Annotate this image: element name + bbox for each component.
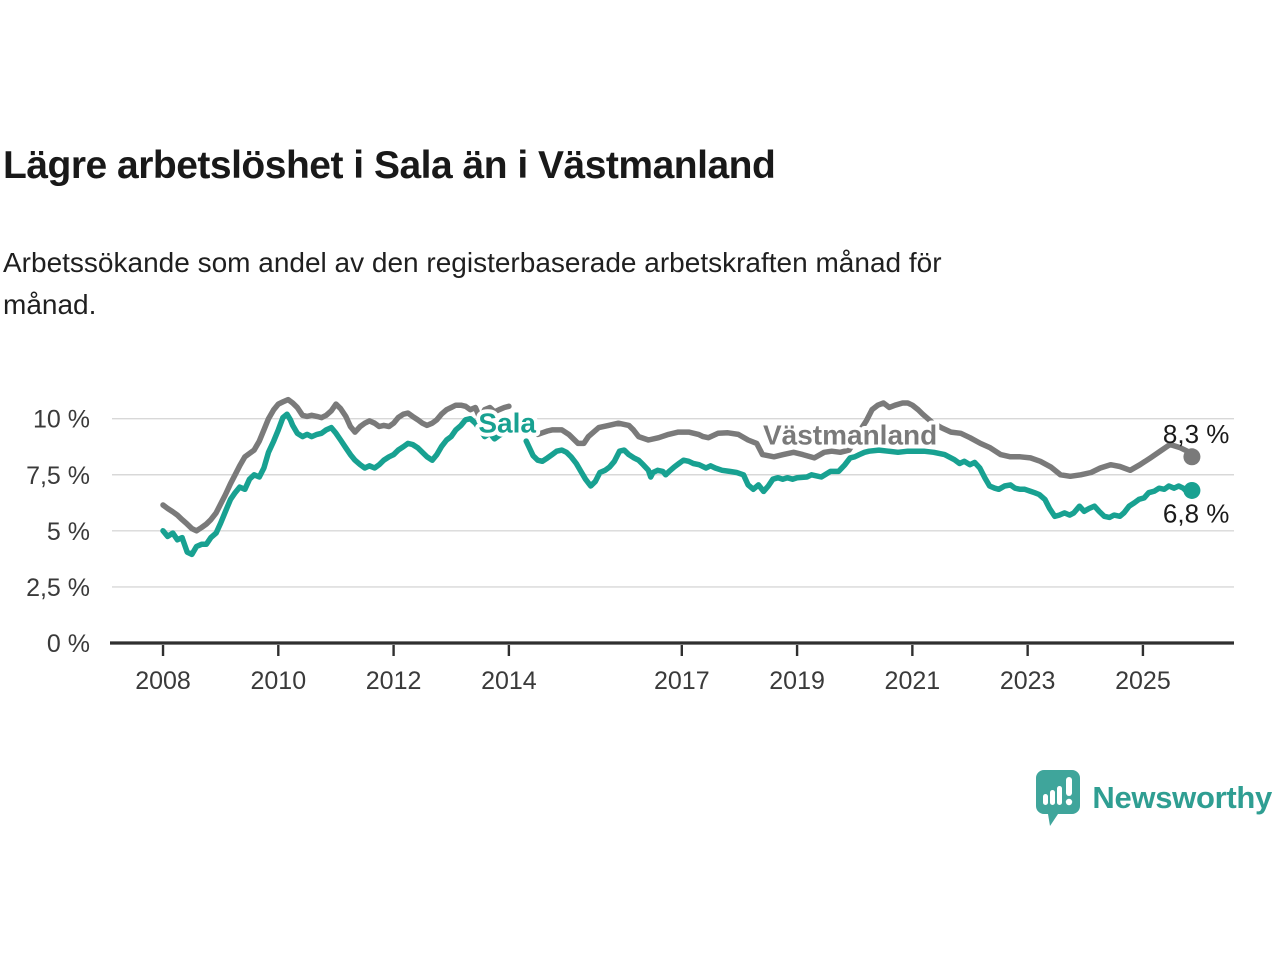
chart-subtitle-line1: Arbetssökande som andel av den registerb… bbox=[3, 247, 942, 278]
y-axis-tick-label: 10 % bbox=[33, 406, 90, 434]
y-axis-tick-label: 7,5 % bbox=[26, 462, 90, 490]
y-axis-tick-label: 5 % bbox=[47, 518, 90, 546]
end-value-label-västmanland: 8,3 % bbox=[1163, 419, 1230, 449]
series-line-sala bbox=[160, 411, 506, 558]
series-line-västmanland bbox=[534, 400, 1195, 480]
series-line-västmanland bbox=[160, 396, 512, 534]
y-axis-tick-label: 0 % bbox=[47, 630, 90, 658]
x-axis-tick-label: 2010 bbox=[250, 667, 306, 695]
series-end-dot-västmanland bbox=[1183, 448, 1201, 466]
series-end-dot-sala bbox=[1183, 481, 1201, 499]
x-axis-tick-label: 2014 bbox=[481, 667, 537, 695]
chart-title: Lägre arbetslöshet i Sala än i Västmanla… bbox=[3, 144, 776, 187]
x-axis-tick-label: 2012 bbox=[366, 667, 422, 695]
end-value-label-sala: 6,8 % bbox=[1163, 498, 1230, 528]
x-axis-tick-label: 2025 bbox=[1115, 667, 1171, 695]
newsworthy-wordmark: Newsworthy bbox=[1092, 780, 1272, 815]
x-axis-tick-label: 2008 bbox=[135, 667, 191, 695]
newsworthy-branding: Newsworthy bbox=[1034, 768, 1272, 828]
y-axis-tick-label: 2,5 % bbox=[26, 574, 90, 602]
x-axis-tick-label: 2021 bbox=[885, 667, 941, 695]
x-axis-tick-label: 2023 bbox=[1000, 667, 1056, 695]
x-axis-tick-label: 2019 bbox=[769, 667, 825, 695]
chart-subtitle: Arbetssökande som andel av den registerb… bbox=[3, 242, 942, 326]
series-label-sala: Sala bbox=[478, 408, 536, 439]
series-line-sala bbox=[523, 438, 1195, 521]
series-label-västmanland: Västmanland bbox=[763, 420, 937, 451]
chart-subtitle-line2: månad. bbox=[3, 289, 97, 320]
x-axis-tick-label: 2017 bbox=[654, 667, 710, 695]
chart-speech-bubble-icon bbox=[1036, 770, 1081, 826]
